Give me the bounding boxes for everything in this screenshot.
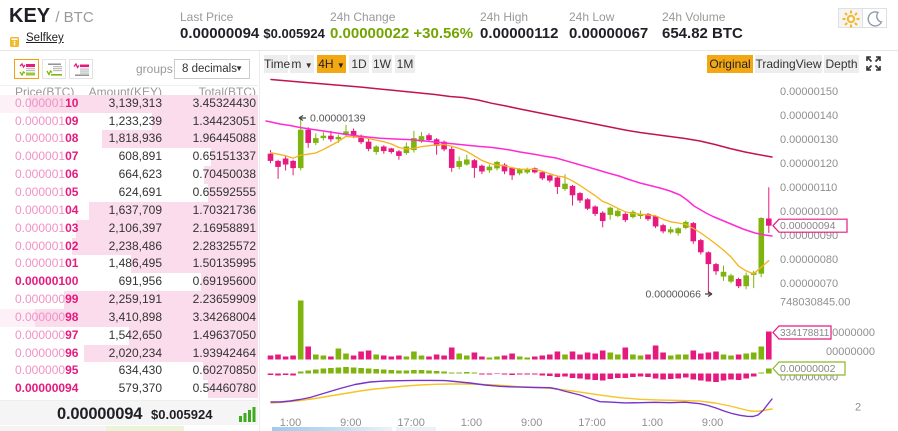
svg-text:334178811: 334178811 <box>780 328 830 339</box>
svg-text:0.00000066: 0.00000066 <box>646 289 702 301</box>
svg-text:0.00000120: 0.00000120 <box>780 158 838 170</box>
svg-text:17:00: 17:00 <box>397 417 425 429</box>
svg-text:0.00000094: 0.00000094 <box>780 220 836 232</box>
svg-text:00000000: 00000000 <box>826 327 875 339</box>
svg-text:1:00: 1:00 <box>280 417 301 429</box>
svg-text:00000000: 00000000 <box>826 346 875 358</box>
svg-text:1:00: 1:00 <box>461 417 482 429</box>
svg-text:748030845.00: 748030845.00 <box>780 297 850 309</box>
svg-text:0.00000130: 0.00000130 <box>780 134 838 146</box>
svg-text:0.00000140: 0.00000140 <box>780 110 838 122</box>
svg-text:9:00: 9:00 <box>340 417 361 429</box>
svg-text:9:00: 9:00 <box>702 417 723 429</box>
svg-text:2: 2 <box>855 402 861 414</box>
svg-text:1:00: 1:00 <box>642 417 663 429</box>
svg-text:0.00000070: 0.00000070 <box>780 278 838 290</box>
svg-text:17:00: 17:00 <box>578 417 606 429</box>
svg-text:0.00000110: 0.00000110 <box>780 182 837 194</box>
svg-text:0.00000080: 0.00000080 <box>780 254 838 266</box>
svg-text:0.00000100: 0.00000100 <box>780 206 838 218</box>
svg-text:9:00: 9:00 <box>521 417 542 429</box>
svg-text:0.00000150: 0.00000150 <box>780 86 838 98</box>
svg-text:0.00000139: 0.00000139 <box>310 113 366 125</box>
svg-text:0.00000002: 0.00000002 <box>780 363 836 375</box>
